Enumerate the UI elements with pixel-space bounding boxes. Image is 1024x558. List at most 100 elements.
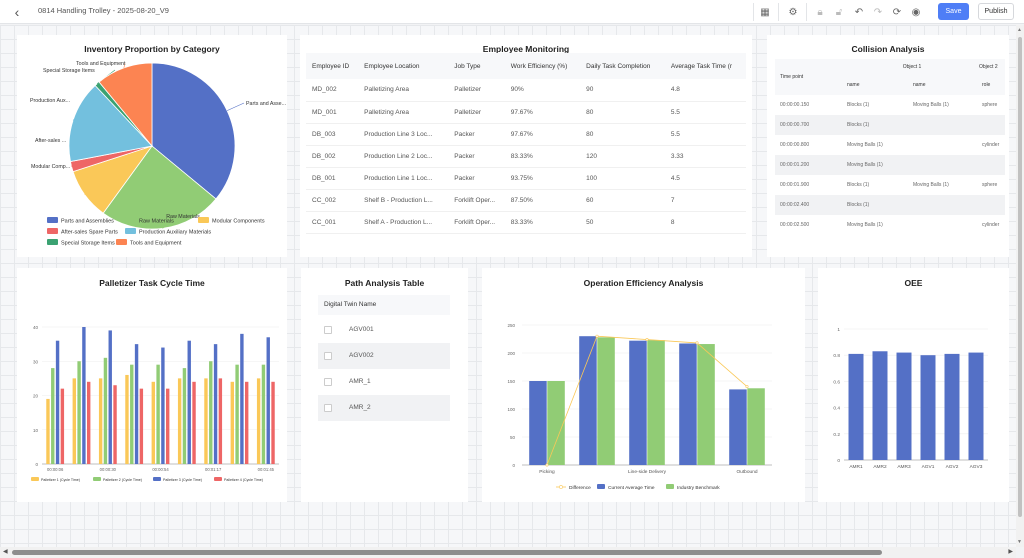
horizontal-scrollbar[interactable]: ◀ ▶ — [0, 547, 1016, 558]
publish-button[interactable]: Publish — [978, 3, 1014, 20]
table-cell — [977, 155, 1005, 175]
path-row[interactable]: AMR_2 — [318, 395, 450, 421]
y-tick-label: 200 — [507, 351, 515, 356]
table-cell: Packer — [448, 123, 505, 146]
legend-label: Raw Materials — [139, 219, 174, 225]
scroll-up-icon[interactable]: ▲ — [1017, 27, 1022, 33]
legend-swatch — [597, 484, 605, 489]
row-checkbox[interactable] — [324, 352, 332, 360]
pie-callout-label: Raw Materials — [166, 214, 200, 220]
legend-label: Parts and Assemblies — [61, 219, 114, 225]
table-cell: 90 — [580, 79, 665, 102]
scrollbar-thumb[interactable] — [12, 550, 882, 555]
row-checkbox[interactable] — [324, 326, 332, 334]
y-tick-label: 10 — [33, 428, 39, 433]
x-tick-label: AGV2 — [946, 464, 959, 470]
refresh-icon[interactable]: ⟳ — [892, 6, 902, 18]
column-header: Employee ID — [306, 53, 359, 79]
table-row: DB_001 Production Line 1 Loc... Packer 93.7… — [306, 167, 746, 190]
bar — [261, 364, 266, 464]
employee-monitoring-card: Employee Monitoring Employee ID Employee … — [300, 35, 752, 257]
legend-label: Modular Components — [212, 219, 265, 225]
digital-twin-name: AMR_2 — [349, 404, 371, 411]
preview-eye-icon[interactable]: ◉ — [911, 6, 921, 18]
back-arrow-icon[interactable]: ‹ — [14, 4, 20, 20]
table-cell — [908, 135, 977, 155]
path-row[interactable]: AGV002 — [318, 343, 450, 369]
table-cell: 3.33 — [664, 145, 746, 168]
legend-label: Palletizer 4 (Cycle Time) — [224, 478, 263, 482]
table-cell: Moving Balls (1) — [913, 102, 949, 108]
gear-icon[interactable]: ⚙ — [788, 6, 798, 18]
grid-layout-icon[interactable]: ▦ — [760, 6, 770, 18]
y-tick-label: 1 — [837, 327, 840, 333]
digital-twin-name: AMR_1 — [349, 378, 371, 385]
table-cell: Production Line 3 Loc... — [358, 123, 449, 146]
vertical-scrollbar[interactable]: ▲ ▼ — [1016, 25, 1024, 547]
digital-twin-header: Digital Twin Name — [318, 295, 450, 315]
time-point-header: Time point — [780, 74, 804, 80]
table-cell: Forklift Oper... — [448, 189, 505, 212]
table-cell — [908, 195, 977, 215]
efficiency-card: Operation Efficiency Analysis 0 50 100 150 2… — [482, 268, 805, 502]
x-tick-label: 00:01:45 — [258, 467, 275, 472]
undo-icon[interactable]: ↶ — [854, 6, 864, 18]
table-cell: Packer — [448, 167, 505, 190]
legend-label: Special Storage Items — [61, 241, 115, 247]
table-cell: 00:00:02.400 — [775, 195, 842, 215]
toolbar-divider — [753, 3, 754, 21]
path-table-title: Path Analysis Table — [344, 278, 425, 288]
table-cell — [908, 215, 977, 235]
table-cell: 97.67% — [504, 101, 581, 124]
difference-point — [695, 341, 699, 345]
table-cell: Palletizing Area — [358, 79, 449, 102]
x-tick-label: Line-side Delivery — [628, 469, 667, 475]
bar — [747, 388, 765, 465]
scroll-down-icon[interactable]: ▼ — [1017, 539, 1022, 545]
collision-analysis-card: Collision Analysis Time point Object 1 O… — [767, 35, 1009, 257]
table-cell: 90% — [504, 79, 581, 102]
difference-point — [595, 334, 599, 338]
table-cell: Moving Balls (1) — [913, 182, 949, 188]
difference-line — [546, 335, 748, 466]
scrollbar-thumb[interactable] — [1018, 37, 1022, 517]
dashboard-canvas: Inventory Proportion by Category Parts a… — [0, 25, 1016, 547]
bar — [529, 381, 547, 465]
bar — [161, 347, 165, 464]
save-button[interactable]: Save — [938, 3, 969, 20]
table-row: 00:00:01.900 Blocks (1) Moving Balls (1) sp… — [775, 175, 1005, 195]
bar — [72, 378, 76, 464]
column-header: Work Efficiency (%) — [504, 53, 581, 79]
bar — [920, 355, 936, 460]
table-cell: 97.67% — [504, 123, 581, 146]
redo-icon[interactable]: ↷ — [873, 6, 883, 18]
table-cell: 7 — [664, 189, 746, 212]
y-tick-label: 0 — [35, 462, 38, 467]
table-cell: sphere — [982, 102, 998, 108]
unlock-icon[interactable]: 🔓︎ — [835, 6, 843, 18]
legend-label: Industry Benchmark — [677, 485, 720, 491]
scroll-left-icon[interactable]: ◀ — [3, 549, 8, 555]
table-row: CC_001 Shelf A - Production L... Forklift … — [306, 211, 746, 234]
row-checkbox[interactable] — [324, 404, 332, 412]
lock-icon[interactable]: 🔒︎ — [817, 6, 823, 18]
table-row: DB_003 Production Line 3 Loc... Packer 97.6… — [306, 123, 746, 146]
legend-swatch — [666, 484, 674, 489]
path-row[interactable]: AGV001 — [318, 317, 450, 343]
column-header: Employee Location — [358, 53, 449, 79]
legend-label: Production Auxiliary Materials — [139, 230, 211, 236]
legend-label: Palletizer 2 (Cycle Time) — [103, 478, 142, 482]
bar — [139, 388, 144, 464]
x-tick-label: Outbound — [736, 469, 757, 475]
table-cell: 00:00:00.800 — [780, 142, 810, 148]
legend-swatch — [47, 228, 58, 234]
pie-callout-label: After-sales ... — [35, 138, 66, 144]
table-cell: Moving Balls (1) — [842, 155, 908, 175]
path-row[interactable]: AMR_1 — [318, 369, 450, 395]
row-checkbox[interactable] — [324, 378, 332, 386]
bar — [647, 340, 665, 465]
scroll-right-icon[interactable]: ▶ — [1008, 549, 1013, 555]
inventory-pie-card: Inventory Proportion by Category Parts a… — [17, 35, 287, 257]
legend-swatch — [198, 217, 209, 223]
table-cell: 93.75% — [504, 167, 581, 190]
